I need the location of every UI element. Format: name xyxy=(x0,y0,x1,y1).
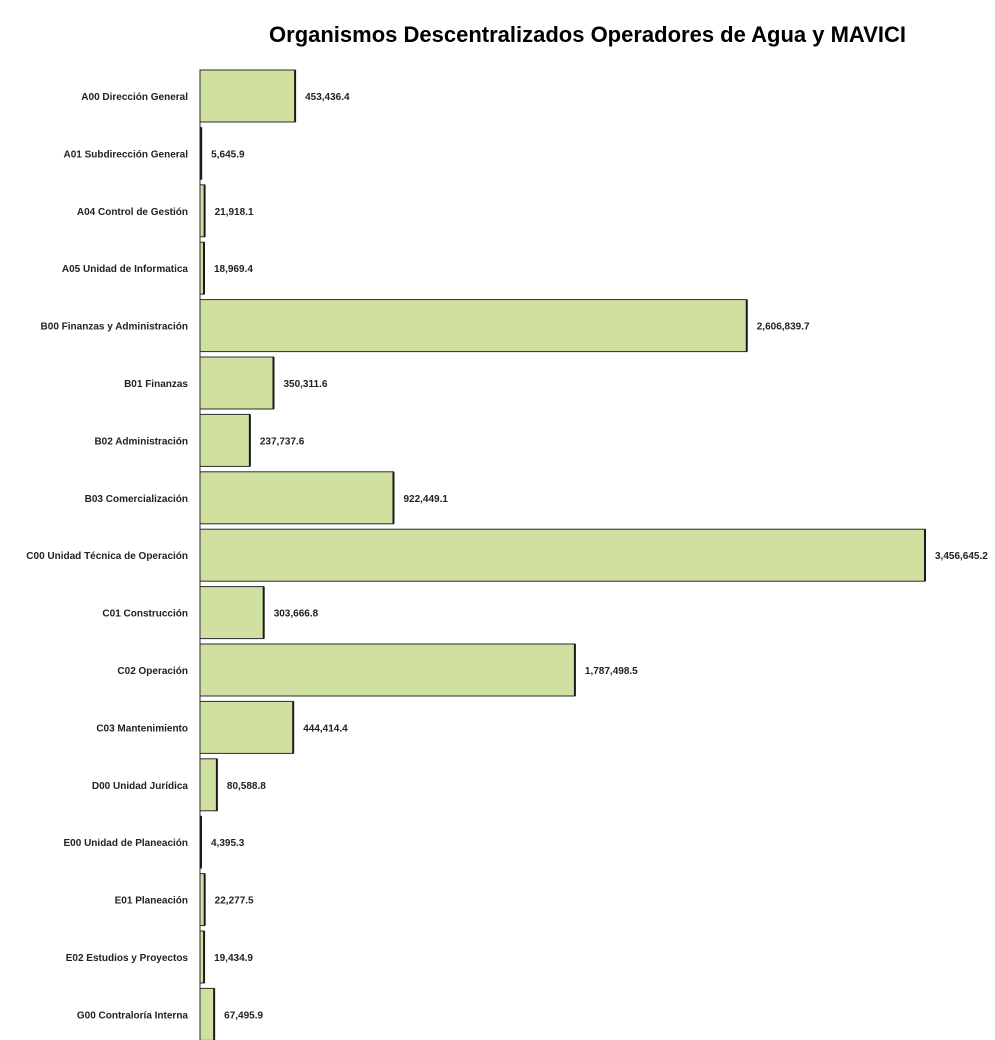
category-label: E00 Unidad de Planeación xyxy=(64,838,188,849)
bar xyxy=(199,758,218,812)
value-label: 444,414.4 xyxy=(303,723,348,734)
value-label: 453,436.4 xyxy=(305,92,350,103)
category-label: E02 Estudios y Proyectos xyxy=(66,953,189,964)
category-label: B02 Administración xyxy=(94,436,188,447)
category-label: C01 Construcción xyxy=(102,609,188,620)
bar xyxy=(199,586,265,640)
category-label: A00 Dirección General xyxy=(81,92,188,103)
bar xyxy=(199,471,394,525)
bar xyxy=(199,643,576,697)
category-label: B03 Comercialización xyxy=(85,494,188,505)
value-label: 1,787,498.5 xyxy=(585,666,638,677)
category-label: E01 Planeación xyxy=(115,896,188,907)
bar xyxy=(199,528,926,582)
bar xyxy=(199,700,294,754)
value-label: 3,456,645.2 xyxy=(935,551,988,562)
value-label: 80,588.8 xyxy=(227,781,266,792)
category-label: A04 Control de Gestión xyxy=(77,207,188,218)
value-label: 303,666.8 xyxy=(274,609,319,620)
value-label: 237,737.6 xyxy=(260,436,305,447)
value-label: 21,918.1 xyxy=(215,207,254,218)
value-label: 67,495.9 xyxy=(224,1010,263,1021)
category-label: C03 Mantenimiento xyxy=(96,723,188,734)
bar xyxy=(199,299,748,353)
bar xyxy=(199,356,274,410)
value-label: 5,645.9 xyxy=(211,149,245,160)
category-label: B01 Finanzas xyxy=(124,379,188,390)
bar xyxy=(199,69,296,123)
value-label: 18,969.4 xyxy=(214,264,253,275)
value-label: 19,434.9 xyxy=(214,953,253,964)
category-label: A05 Unidad de Informatica xyxy=(62,264,189,275)
category-label: D00 Unidad Jurídica xyxy=(92,781,189,792)
chart-title: Organismos Descentralizados Operadores d… xyxy=(269,22,906,47)
category-label: C00 Unidad Técnica de Operación xyxy=(26,551,188,562)
category-label: B00 Finanzas y Administración xyxy=(41,322,188,333)
value-label: 350,311.6 xyxy=(283,379,327,390)
value-label: 22,277.5 xyxy=(215,896,254,907)
category-label: C02 Operación xyxy=(117,666,188,677)
value-label: 4,395.3 xyxy=(211,838,245,849)
value-label: 922,449.1 xyxy=(403,494,448,505)
bar xyxy=(199,413,251,467)
value-label: 2,606,839.7 xyxy=(757,322,810,333)
category-label: G00 Contraloría Interna xyxy=(77,1010,189,1021)
bar xyxy=(199,987,215,1040)
category-label: A01 Subdirección General xyxy=(64,149,189,160)
